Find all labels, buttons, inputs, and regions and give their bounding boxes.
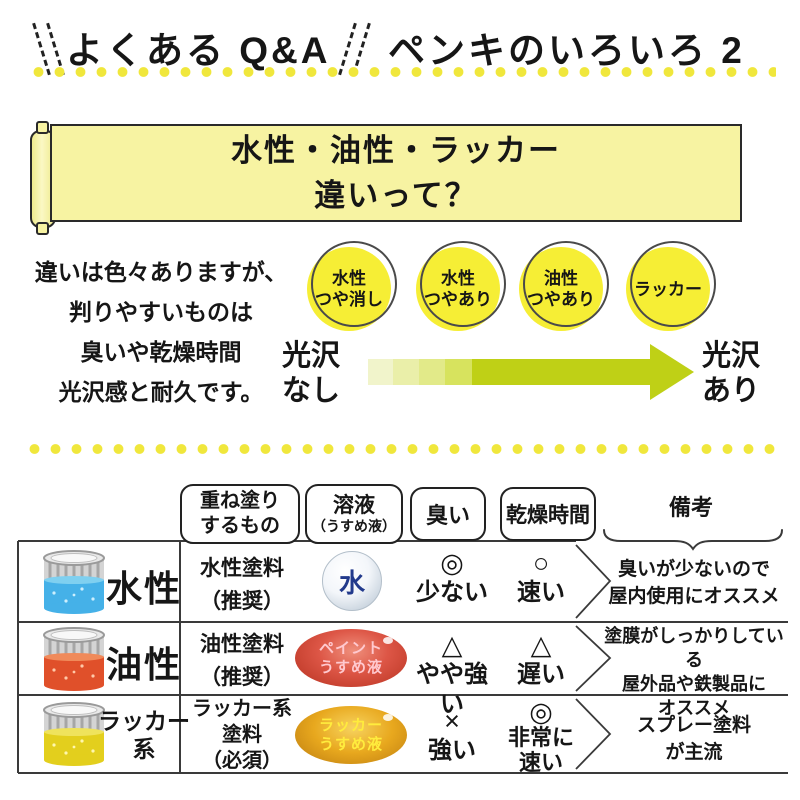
circle-label: 水性 つや消し [315,269,383,309]
gloss-full-label: 光沢 あり [702,340,761,407]
water-drop-label: 水 [338,567,365,598]
question-banner: 水性・油性・ラッカー 違いって？ [50,124,742,222]
paint-thinner-blob-icon: ペイント うすめ液 [295,629,407,687]
dotted-divider-middle-icon [24,443,778,455]
paint-can-lacquer-icon [43,702,105,766]
remarks-cell-oil: 塗膜がしっかりしている 屋外品や鉄製品に オススメ [604,626,784,718]
gloss-circle-water-glossy: 水性 つやあり [416,241,506,331]
gloss-arrow-head-icon [650,344,694,400]
smell-text: 強い [428,737,476,764]
smell-text: やや強い [416,661,488,718]
smell-cell-water: ◎ 少ない [408,548,496,608]
dry-symbol: ○ [532,548,550,578]
circle-ring-icon [311,241,397,327]
lacquer-thinner-blob-icon: ラッカー うすめ液 [295,706,407,764]
col-header-smell: 臭い [410,487,486,541]
circle-label: 油性 つやあり [527,269,595,309]
dry-text: 非常に 速い [507,725,574,775]
smell-symbol: ◎ [440,548,464,578]
dry-symbol: ◎ [529,697,553,727]
col-header-recoat: 重ね塗り するもの [180,484,300,544]
smell-symbol: △ [441,630,463,660]
smell-symbol: × [444,706,460,736]
recoat-cell-oil: 油性塗料 （推奨） [200,633,284,689]
faq-title: よくある Q&A [66,30,331,71]
type-label-oil: 油性 [105,644,182,685]
gloss-circle-oil-glossy: 油性 つやあり [519,241,609,331]
circle-label: ラッカー [634,279,702,299]
circle-label: 水性 つやあり [424,269,492,309]
dry-symbol: △ [530,630,552,660]
recoat-cell-water: 水性塗料 （推奨） [200,557,284,613]
paint-can-water-icon [43,550,105,614]
smell-cell-oil: △ やや強い [408,630,496,720]
gloss-none-label: 光沢 なし [282,340,341,407]
dry-text: 速い [517,579,565,606]
remarks-cell-water: 臭いが少ないので 屋内使用にオススメ [608,559,780,607]
gloss-circle-water-matte: 水性 つや消し [307,241,397,331]
paint-thinner-label: ペイント うすめ液 [318,640,383,676]
circle-ring-icon [420,241,506,327]
water-drop-icon: 水 [322,551,382,611]
dry-text: 遅い [517,661,565,688]
dotted-divider-top-icon [28,66,776,78]
dry-cell-water: ○ 速い [497,548,585,608]
dry-cell-oil: △ 遅い [497,630,585,690]
col-header-solvent-sub: （うすめ液） [312,517,396,534]
blob-shine-icon [383,714,393,721]
circle-ring-icon [630,241,716,327]
dry-cell-lacquer: ◎ 非常に 速い [497,697,585,776]
table-grid-lines-icon [17,529,788,774]
col-header-remarks: 備考 [668,495,713,520]
banner-question-text: 水性・油性・ラッカー 違いって？ [231,133,561,213]
type-label-lacquer: ラッカー 系 [98,708,190,762]
scroll-knob-top-icon [36,121,49,134]
paint-can-oil-icon [43,627,105,691]
lacquer-thinner-label: ラッカー うすめ液 [318,717,383,753]
scroll-knob-bottom-icon [36,222,49,235]
remarks-cell-lacquer: スプレー塗料 が主流 [636,715,751,763]
gloss-circle-lacquer: ラッカー [626,241,716,331]
gloss-arrow-icon [368,359,650,385]
remarks-brace-icon [603,529,783,551]
col-header-solvent: 溶液 （うすめ液） [305,484,403,544]
circle-ring-icon [523,241,609,327]
type-label-water: 水性 [105,568,182,609]
smell-cell-lacquer: × 強い [408,706,496,766]
smell-text: 少ない [416,579,488,606]
col-header-solvent-main: 溶液 [333,493,375,517]
blob-shine-icon [383,637,393,644]
recoat-cell-lacquer: ラッカー系 塗料 （必須） [192,698,292,772]
page-title: ペンキのいろいろ 2 [388,30,745,71]
col-header-dry: 乾燥時間 [500,487,596,541]
intro-text: 違いは色々ありますが、 判りやすいものは 臭いや乾燥時間 光沢感と耐久です。 [34,259,288,405]
